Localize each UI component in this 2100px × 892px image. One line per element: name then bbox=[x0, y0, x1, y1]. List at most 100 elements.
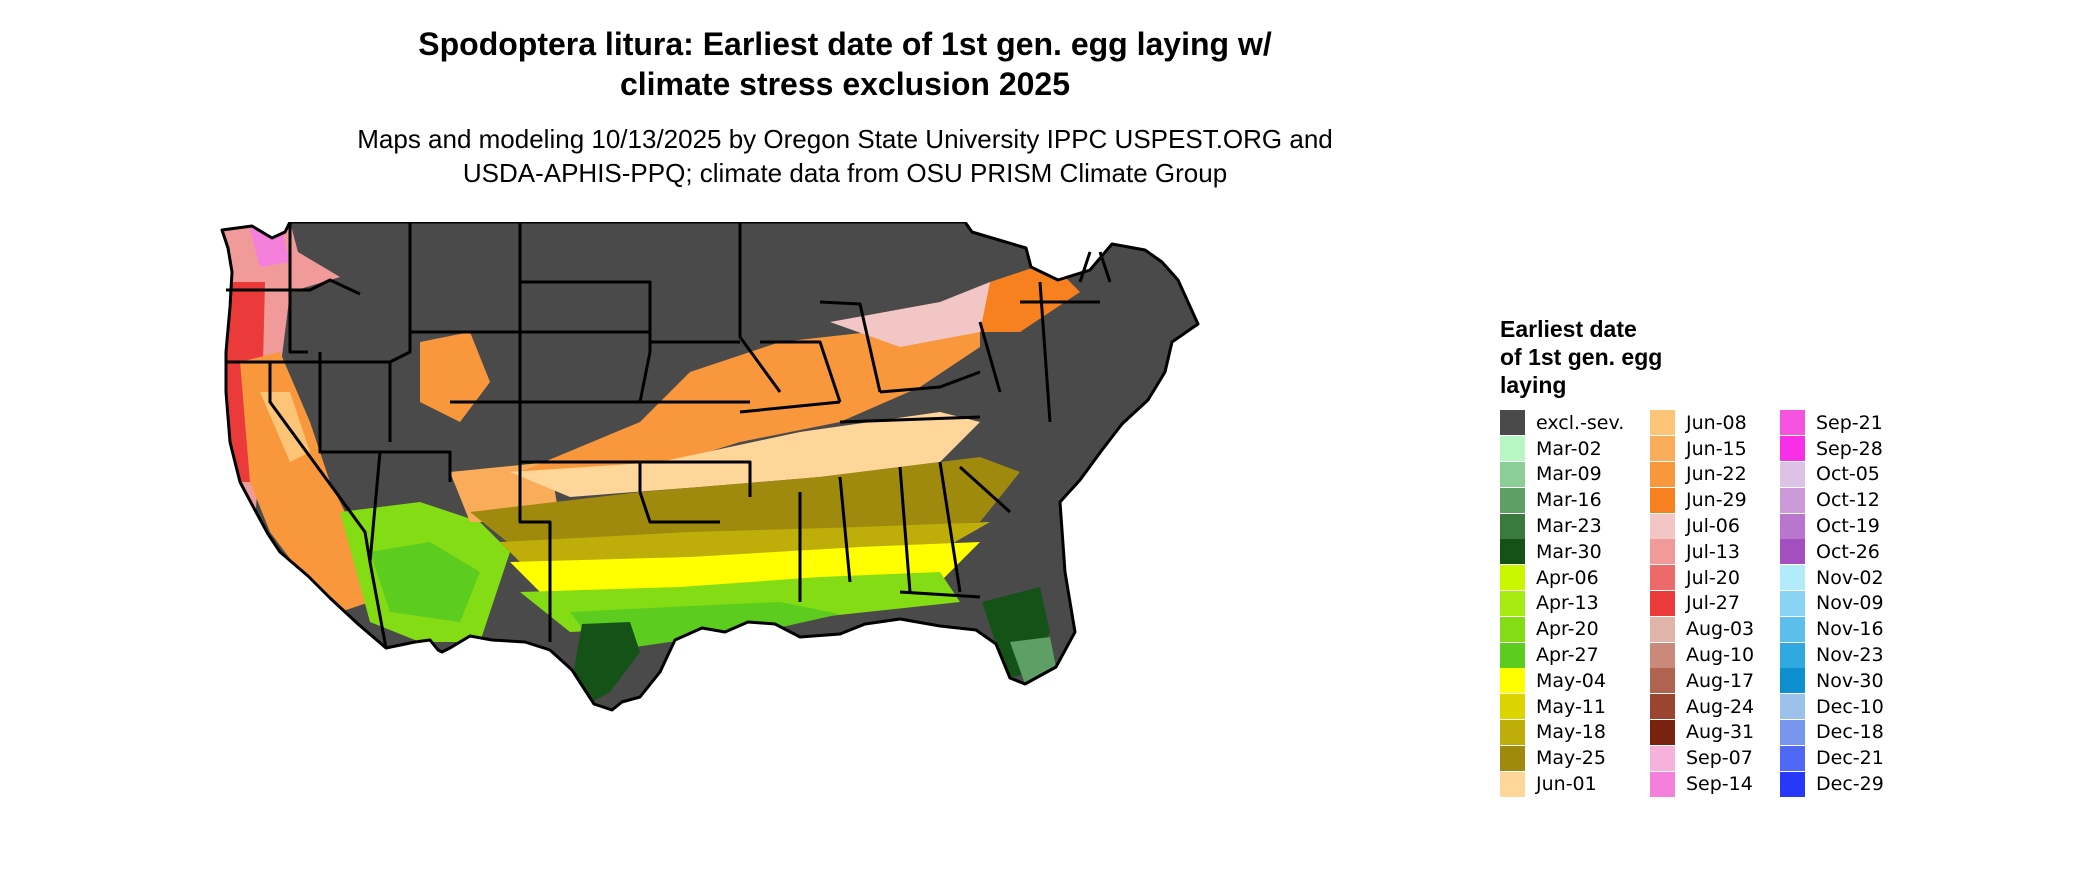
legend-label: Mar-09 bbox=[1536, 463, 1602, 486]
legend-label: May-04 bbox=[1536, 669, 1606, 692]
legend-swatch bbox=[1500, 565, 1525, 591]
legend-label: Mar-30 bbox=[1536, 540, 1602, 563]
legend-label: Jun-29 bbox=[1686, 489, 1747, 512]
legend-item: Jun-08 bbox=[1650, 410, 1754, 436]
legend-swatch bbox=[1500, 771, 1525, 797]
legend-item: Oct-19 bbox=[1780, 513, 1884, 539]
legend-label: Nov-02 bbox=[1816, 566, 1884, 589]
legend-swatch bbox=[1650, 771, 1675, 797]
legend-swatch bbox=[1650, 513, 1675, 539]
map-subtitle: Maps and modeling 10/13/2025 by Oregon S… bbox=[290, 122, 1400, 190]
legend-item: Jul-27 bbox=[1650, 590, 1754, 617]
legend-label: Sep-21 bbox=[1816, 411, 1883, 434]
legend-swatch bbox=[1780, 616, 1805, 642]
legend-label: May-18 bbox=[1536, 721, 1606, 744]
legend-swatch bbox=[1500, 616, 1525, 642]
legend-item: Mar-02 bbox=[1500, 436, 1624, 462]
legend-swatch bbox=[1650, 461, 1675, 487]
legend-label: Oct-12 bbox=[1816, 489, 1880, 512]
legend-swatch bbox=[1780, 668, 1805, 694]
legend-item: excl.-sev. bbox=[1500, 410, 1624, 436]
legend-item: Apr-27 bbox=[1500, 642, 1624, 668]
map-subtitle-line1: Maps and modeling 10/13/2025 by Oregon S… bbox=[357, 124, 1333, 154]
legend-item: Mar-30 bbox=[1500, 539, 1624, 565]
legend-label: Nov-23 bbox=[1816, 644, 1884, 667]
legend-item: Jun-01 bbox=[1500, 771, 1624, 797]
legend-item: Aug-31 bbox=[1650, 719, 1754, 746]
legend-item: Apr-06 bbox=[1500, 565, 1624, 591]
map-legend: Earliest date of 1st gen. egg laying exc… bbox=[1500, 315, 1900, 815]
legend-title-line1: Earliest date bbox=[1500, 316, 1637, 342]
legend-item: Jun-29 bbox=[1650, 487, 1754, 513]
legend-label: May-25 bbox=[1536, 747, 1606, 770]
legend-item: May-04 bbox=[1500, 668, 1624, 694]
border-central-lines bbox=[518, 222, 752, 642]
legend-swatch bbox=[1650, 642, 1675, 668]
legend-item: Oct-05 bbox=[1780, 461, 1884, 488]
legend-swatch bbox=[1650, 694, 1675, 720]
legend-label: Dec-18 bbox=[1816, 721, 1884, 744]
map-title-line2: climate stress exclusion 2025 bbox=[619, 66, 1071, 102]
map-title: Spodoptera litura: Earliest date of 1st … bbox=[290, 24, 1400, 104]
legend-title-line3: laying bbox=[1500, 372, 1567, 398]
legend-label: Dec-21 bbox=[1816, 747, 1884, 770]
legend-column-3: Sep-21 Sep-28 Oct-05 Oct-12 Oct-19 Oct-26 Nov-… bbox=[1780, 410, 1884, 797]
legend-label: Mar-02 bbox=[1536, 437, 1602, 460]
legend-item: Sep-28 bbox=[1780, 436, 1884, 462]
zone-midwest bbox=[520, 302, 980, 492]
legend-item: Sep-14 bbox=[1650, 771, 1754, 797]
legend-label: Jul-06 bbox=[1686, 515, 1740, 538]
legend-label: Nov-30 bbox=[1816, 669, 1884, 692]
legend-swatch bbox=[1780, 642, 1805, 668]
legend-item: Aug-24 bbox=[1650, 694, 1754, 720]
legend-item: Aug-03 bbox=[1650, 616, 1754, 642]
legend-swatch bbox=[1500, 410, 1525, 436]
legend-title: Earliest date of 1st gen. egg laying bbox=[1500, 315, 1720, 399]
legend-item: Jun-22 bbox=[1650, 461, 1754, 488]
legend-label: Apr-06 bbox=[1536, 566, 1599, 589]
legend-swatch bbox=[1650, 616, 1675, 642]
legend-swatch bbox=[1500, 642, 1525, 668]
legend-label: Jun-22 bbox=[1686, 463, 1747, 486]
legend-swatch bbox=[1650, 668, 1675, 694]
legend-swatch bbox=[1500, 590, 1525, 616]
legend-item: Jun-15 bbox=[1650, 436, 1754, 462]
legend-swatch bbox=[1500, 487, 1525, 513]
legend-swatch bbox=[1500, 745, 1525, 771]
zone-great-lakes bbox=[830, 282, 1020, 347]
legend-label: Dec-29 bbox=[1816, 773, 1884, 796]
legend-swatch bbox=[1500, 513, 1525, 539]
legend-label: Nov-16 bbox=[1816, 618, 1884, 641]
legend-swatch bbox=[1780, 539, 1805, 565]
legend-swatch bbox=[1780, 513, 1805, 539]
legend-swatch bbox=[1650, 539, 1675, 565]
legend-item: May-11 bbox=[1500, 694, 1624, 720]
legend-swatch bbox=[1780, 487, 1805, 513]
legend-label: Oct-05 bbox=[1816, 463, 1880, 486]
legend-label: Jun-08 bbox=[1686, 411, 1747, 434]
legend-item: Dec-10 bbox=[1780, 694, 1884, 720]
legend-item: Dec-21 bbox=[1780, 745, 1884, 771]
legend-label: Mar-23 bbox=[1536, 515, 1602, 538]
border-east-lines bbox=[738, 222, 1112, 602]
map-subtitle-line2: USDA-APHIS-PPQ; climate data from OSU PR… bbox=[462, 158, 1228, 188]
legend-item: Nov-23 bbox=[1780, 642, 1884, 668]
legend-swatch bbox=[1780, 694, 1805, 720]
legend-swatch bbox=[1780, 771, 1805, 797]
legend-label: excl.-sev. bbox=[1536, 411, 1625, 434]
legend-label: Jun-15 bbox=[1686, 437, 1747, 460]
zone-arizona-low bbox=[370, 542, 480, 622]
legend-swatch bbox=[1500, 461, 1525, 487]
legend-label: Dec-10 bbox=[1816, 695, 1884, 718]
legend-swatch bbox=[1650, 436, 1675, 462]
legend-swatch bbox=[1500, 719, 1525, 745]
legend-label: Aug-24 bbox=[1686, 695, 1755, 718]
legend-label: Aug-17 bbox=[1686, 669, 1755, 692]
legend-swatch bbox=[1780, 590, 1805, 616]
map-zones bbox=[222, 222, 1198, 710]
legend-label: Aug-03 bbox=[1686, 618, 1755, 641]
legend-label: Jul-13 bbox=[1686, 540, 1740, 563]
legend-item: Dec-29 bbox=[1780, 771, 1884, 797]
legend-item: Apr-20 bbox=[1500, 616, 1624, 642]
us-map bbox=[220, 222, 1200, 712]
